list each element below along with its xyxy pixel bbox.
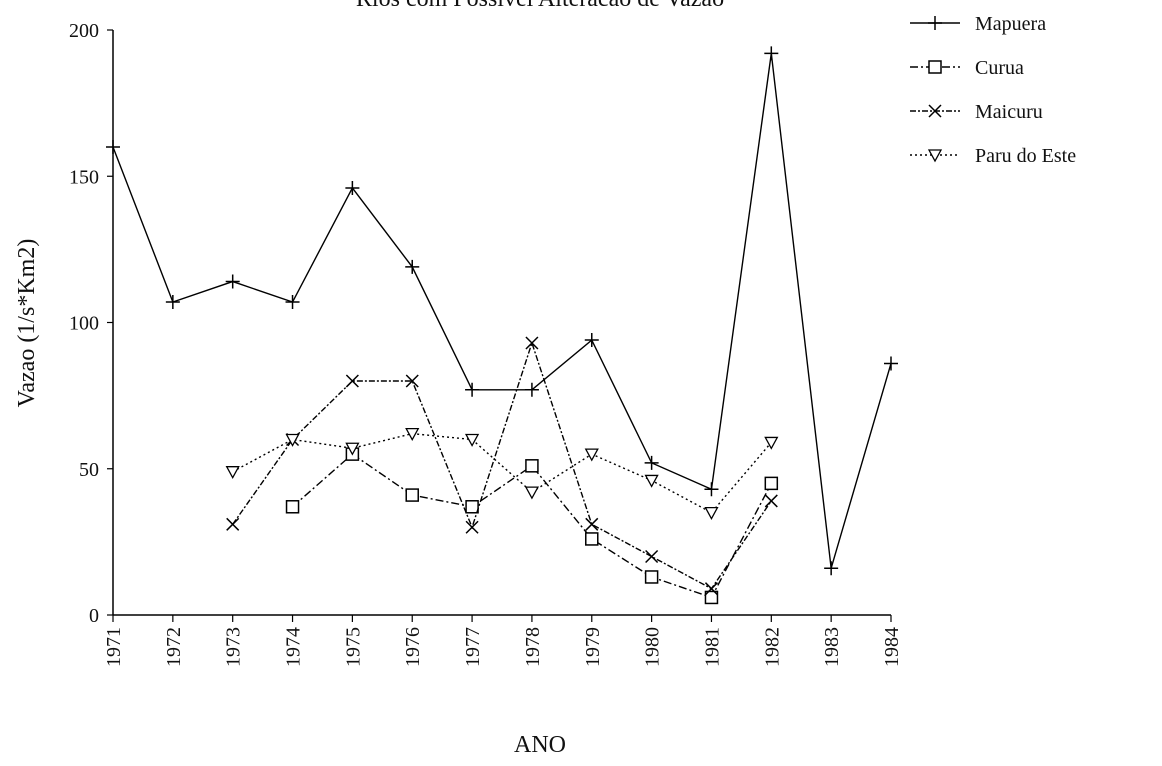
series-line	[292, 453, 772, 599]
point	[645, 549, 659, 564]
chart-title: Rios com Possivel Alteracao de Vazao	[356, 0, 724, 12]
point	[465, 520, 479, 534]
point	[225, 274, 240, 289]
point	[644, 474, 659, 488]
point	[345, 442, 360, 456]
series-line	[112, 53, 892, 569]
y-tick-label: 50	[79, 459, 99, 481]
x-tick-label: 1975	[342, 627, 364, 667]
point	[524, 486, 540, 500]
point	[285, 500, 300, 514]
x-tick-label: 1976	[402, 627, 424, 667]
y-tick-label: 200	[69, 20, 99, 42]
point	[525, 459, 539, 473]
x-tick-label: 1981	[701, 627, 723, 667]
x-tick-label: 1982	[761, 627, 783, 667]
x-tick-label: 1983	[821, 627, 843, 667]
point	[704, 590, 719, 605]
point	[704, 506, 719, 520]
point	[584, 448, 599, 462]
x-tick-label: 1972	[163, 627, 185, 667]
x-tick-label: 1973	[223, 627, 245, 667]
point	[285, 295, 300, 310]
point	[824, 561, 839, 576]
point	[644, 570, 659, 584]
y-tick-label: 0	[89, 605, 99, 627]
legend-marker	[928, 60, 942, 74]
x-tick-label: 1978	[522, 627, 544, 667]
point	[464, 433, 480, 447]
point	[764, 476, 779, 491]
y-axis-label: Vazao (1/s*Km2)	[14, 239, 40, 408]
point	[525, 336, 539, 350]
point	[704, 482, 719, 497]
point	[884, 356, 898, 371]
legend-label: Paru do Este	[975, 145, 1076, 167]
point	[585, 532, 599, 546]
legend-label: Maicuru	[975, 101, 1043, 123]
legend-marker	[928, 16, 942, 30]
point	[405, 259, 420, 274]
point	[764, 46, 779, 61]
x-tick-label: 1971	[103, 627, 125, 667]
point	[524, 382, 539, 397]
point	[585, 517, 599, 531]
legend-marker	[928, 104, 942, 118]
point	[764, 494, 778, 508]
x-tick-label: 1980	[642, 627, 664, 667]
legend-label: Mapuera	[975, 13, 1046, 35]
x-tick-label: 1979	[582, 627, 604, 667]
series-line	[232, 340, 772, 590]
x-tick-label: 1984	[881, 627, 903, 667]
point	[345, 374, 359, 388]
x-tick-label: 1974	[283, 627, 305, 667]
legend-marker	[927, 149, 943, 163]
point	[465, 500, 479, 514]
legend-label: Curua	[975, 57, 1024, 79]
point	[465, 382, 480, 397]
point	[764, 436, 779, 450]
point	[106, 140, 120, 154]
point	[644, 455, 659, 470]
point	[226, 517, 240, 531]
point	[584, 333, 599, 348]
point	[345, 180, 360, 195]
point	[704, 582, 718, 596]
x-axis-label: ANO	[514, 732, 566, 758]
point	[285, 433, 300, 447]
y-tick-label: 100	[69, 313, 99, 335]
point	[225, 466, 240, 480]
point	[165, 295, 180, 310]
point	[405, 488, 419, 502]
point	[405, 374, 419, 388]
point	[405, 428, 420, 442]
y-tick-label: 150	[69, 166, 99, 188]
x-tick-label: 1977	[462, 627, 484, 667]
series-line	[232, 432, 772, 514]
